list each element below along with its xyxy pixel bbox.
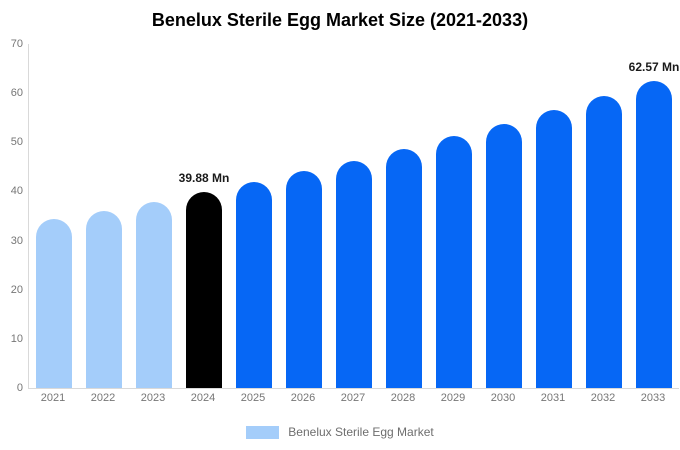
y-tick-label-20: 20	[10, 283, 23, 296]
data-label-2033: 62.57 Mn	[628, 59, 680, 74]
y-tick-label-60: 60	[10, 87, 23, 100]
x-tick-label-2031: 2031	[540, 392, 566, 404]
bar-2022[interactable]	[86, 210, 122, 388]
legend[interactable]: Benelux Sterile Egg Market	[0, 425, 680, 439]
bar-2032[interactable]	[586, 95, 622, 388]
chart-title: Benelux Sterile Egg Market Size (2021-20…	[151, 10, 529, 30]
bar-2033[interactable]	[636, 80, 672, 388]
data-label-2024: 39.88 Mn	[178, 171, 230, 185]
y-tick-label-50: 50	[10, 136, 23, 149]
bar-2026[interactable]	[286, 171, 322, 388]
x-tick-label-2033: 2033	[640, 392, 666, 404]
x-tick-label-2025: 2025	[240, 392, 266, 404]
x-axis: 2021 2022 2023 2024 2025 2026 2027 2028 2029 2030…	[28, 392, 678, 408]
y-tick-label-10: 10	[10, 332, 23, 345]
bar-2030[interactable]	[486, 123, 522, 388]
legend-swatch-icon	[246, 425, 280, 439]
x-tick-label-2023: 2023	[140, 392, 166, 404]
bar-2025[interactable]	[236, 182, 272, 388]
x-tick-label-2028: 2028	[390, 392, 416, 404]
bar-2027[interactable]	[336, 160, 372, 388]
y-tick-label-30: 30	[10, 234, 23, 247]
y-tick-label-0: 0	[16, 382, 23, 394]
x-tick-label-2021: 2021	[40, 392, 66, 404]
bar-2024[interactable]	[186, 192, 222, 388]
x-tick-label-2030: 2030	[490, 392, 516, 404]
y-axis: 0 10 20 30 40 50 60 70	[0, 38, 23, 394]
x-tick-label-2027: 2027	[340, 392, 366, 404]
legend-label: Benelux Sterile Egg Market	[288, 425, 434, 439]
bar-2021[interactable]	[36, 219, 72, 388]
y-tick-label-70: 70	[10, 38, 23, 50]
y-tick-label-40: 40	[10, 185, 23, 198]
x-tick-label-2022: 2022	[90, 392, 116, 404]
x-tick-label-2029: 2029	[440, 392, 466, 404]
bar-2028[interactable]	[386, 148, 422, 388]
plot-area: 39.88 Mn 62.57 Mn	[28, 44, 679, 389]
x-tick-label-2026: 2026	[290, 392, 316, 404]
x-tick-label-2024: 2024	[190, 392, 216, 404]
bar-2023[interactable]	[136, 201, 172, 388]
x-tick-label-2032: 2032	[590, 392, 616, 404]
bar-2029[interactable]	[436, 136, 472, 388]
bar-2031[interactable]	[536, 109, 572, 388]
